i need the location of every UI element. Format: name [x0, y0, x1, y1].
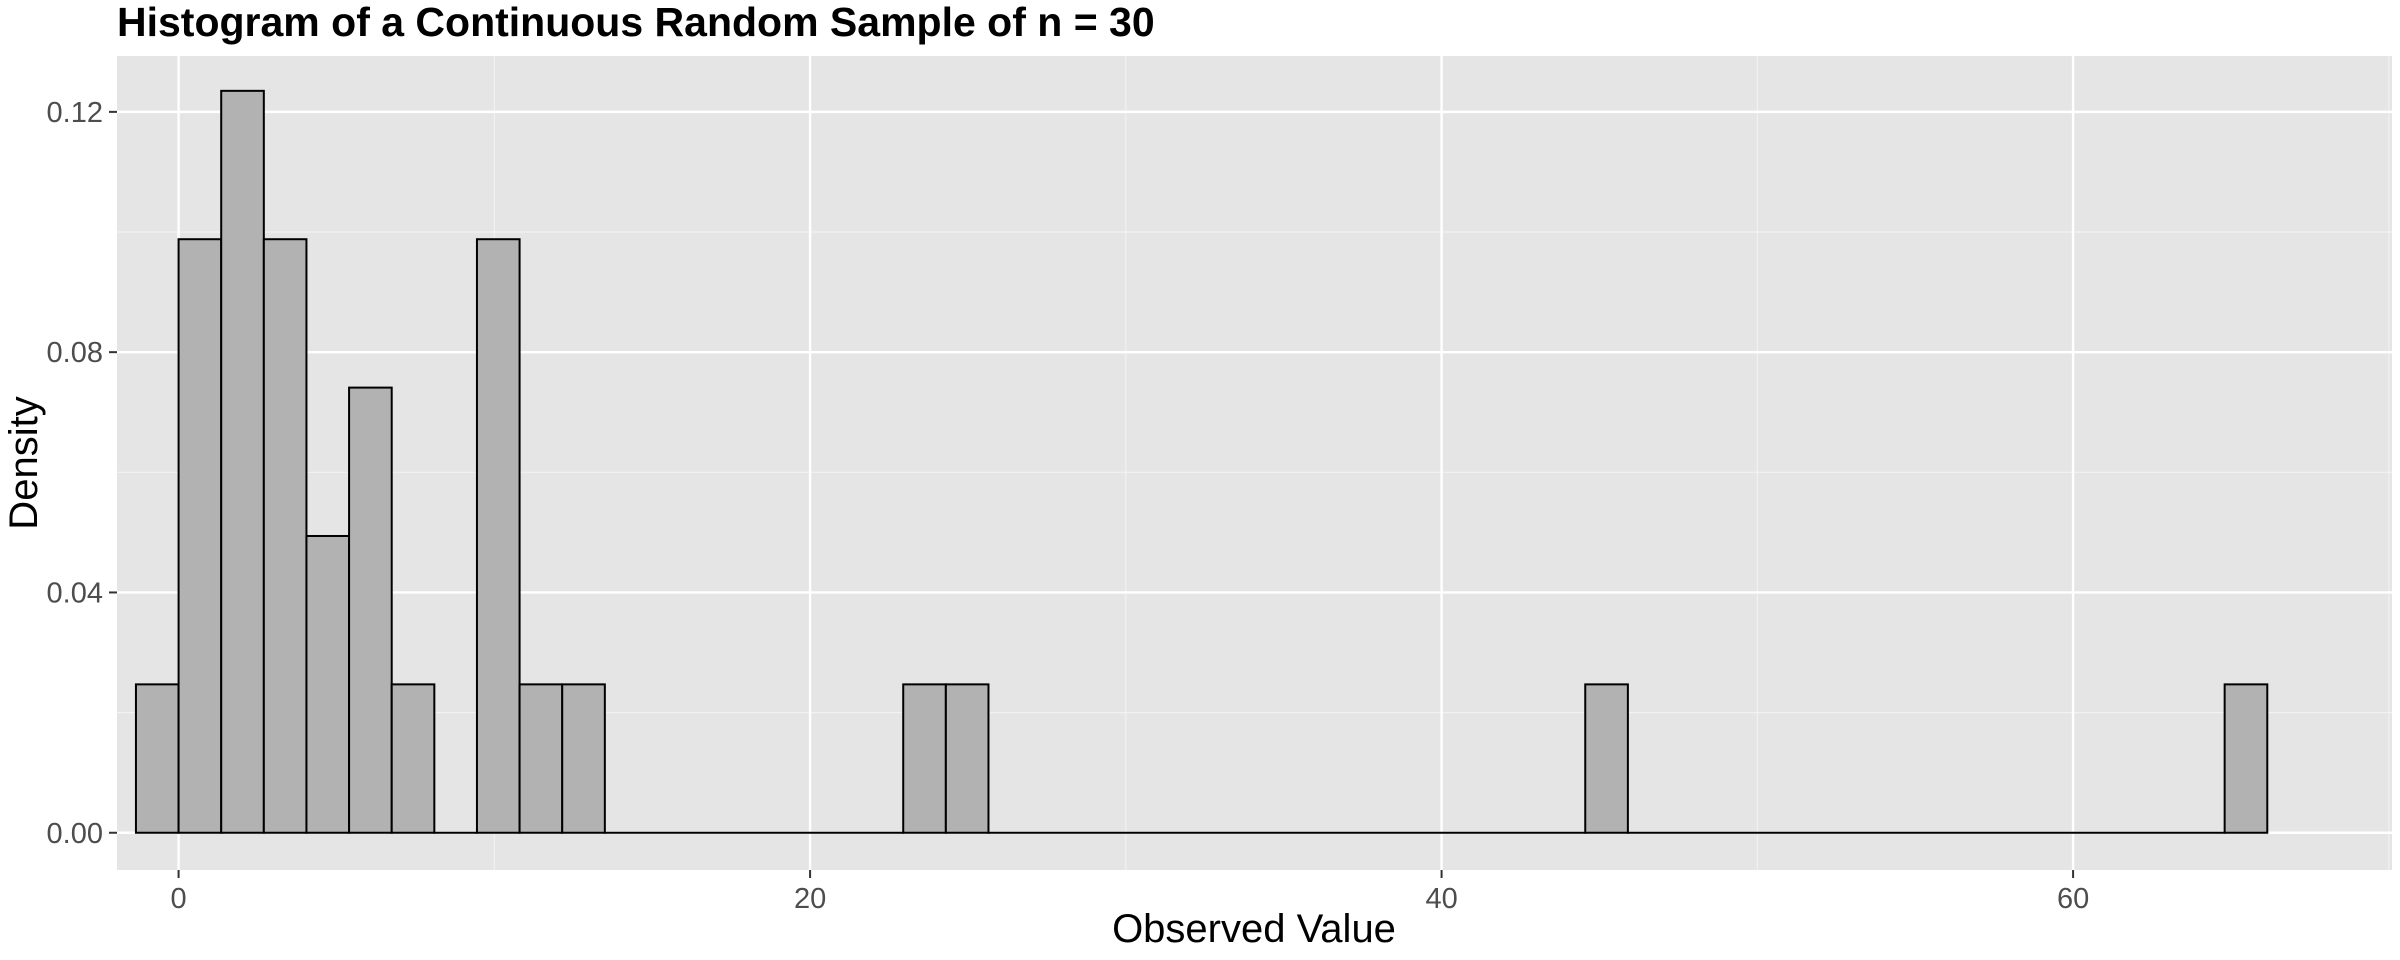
y-axis-title: Density [2, 396, 46, 529]
x-tick-label: 20 [794, 883, 826, 915]
x-tick-label: 60 [2057, 883, 2089, 915]
histogram-bar-3 [262, 238, 308, 834]
y-tick-label: 0.08 [47, 337, 103, 369]
y-tick-label: 0.00 [47, 818, 103, 850]
histogram-bar-13 [944, 683, 990, 834]
histogram-bar-6 [390, 683, 436, 834]
histogram-bar-2 [220, 89, 265, 834]
histogram-bar-8 [475, 238, 521, 834]
x-axis-title: Observed Value [1112, 907, 1396, 951]
plot-panel-background [117, 56, 2392, 870]
histogram-bar-5 [348, 386, 393, 834]
histogram-bars [134, 89, 2269, 834]
histogram-bar-17 [2223, 683, 2269, 834]
y-tick-label: 0.04 [47, 577, 103, 609]
grid-lines [117, 56, 2392, 870]
y-tick-label: 0.12 [47, 97, 103, 129]
histogram-bar-1 [177, 238, 223, 834]
x-tick-label: 40 [1425, 883, 1457, 915]
histogram-bar-4 [305, 534, 351, 834]
histogram-bar-12 [902, 683, 947, 834]
histogram-bar-0 [134, 683, 180, 834]
axes: 0.00 0.04 0.08 0.12 0 20 40 60 [47, 97, 2090, 915]
histogram-bar-15 [1584, 683, 1629, 834]
x-tick-label: 0 [171, 883, 187, 915]
histogram-bar-9 [518, 683, 564, 834]
chart-title: Histogram of a Continuous Random Sample … [117, 0, 1155, 45]
histogram-bar-10 [561, 683, 606, 834]
